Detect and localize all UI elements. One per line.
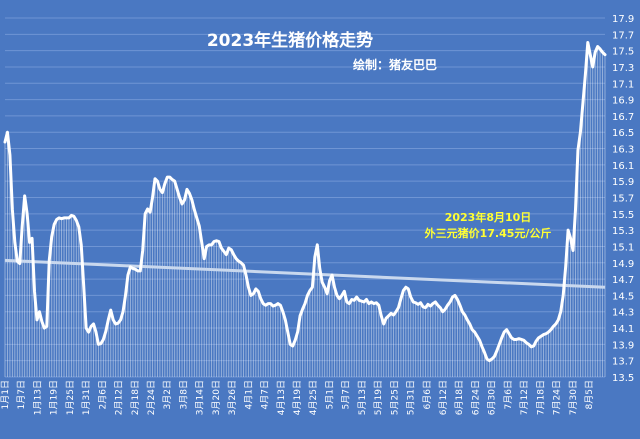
chart-subtitle: 绘制：猪友巴巴 — [353, 57, 437, 72]
chart-title: 2023年生猪价格走势 — [207, 30, 373, 51]
x-tick-label: 1月13日 — [32, 380, 43, 415]
x-tick-label: 7月6日 — [503, 380, 514, 409]
y-tick-label: 14.1 — [612, 324, 634, 335]
x-tick-label: 1月25日 — [65, 380, 76, 415]
x-tick-label: 4月7日 — [260, 380, 271, 409]
y-tick-label: 14.5 — [612, 291, 634, 302]
x-tick-label: 6月6日 — [422, 380, 433, 409]
y-tick-label: 17.1 — [612, 79, 634, 90]
x-tick-label: 7月18日 — [535, 380, 546, 415]
x-tick-label: 2月18日 — [130, 380, 141, 415]
price-line-group — [3, 40, 607, 363]
x-tick-label: 1月31日 — [81, 380, 92, 415]
x-tick-label: 4月13日 — [276, 380, 287, 415]
y-tick-label: 14.9 — [612, 259, 634, 270]
x-tick-label: 1月1日 — [0, 380, 11, 409]
x-tick-label: 3月8日 — [178, 380, 189, 409]
x-axis-ticks: 1月1日 1月7日 1月13日 1月19日 1月25日 1月31日 2月6日 2月12日 2月1… — [0, 380, 595, 415]
x-tick-label: 2月24日 — [146, 380, 157, 415]
y-tick-label: 13.5 — [612, 373, 634, 384]
x-tick-label: 6月24日 — [470, 380, 481, 415]
x-tick-label: 5月7日 — [341, 380, 352, 409]
y-tick-label: 17.7 — [612, 30, 634, 41]
y-tick-label: 16.7 — [612, 112, 634, 123]
y-tick-label: 16.1 — [612, 161, 634, 172]
x-tick-label: 4月19日 — [292, 380, 303, 415]
x-tick-label: 1月7日 — [16, 380, 27, 409]
x-tick-label: 6月18日 — [454, 380, 465, 415]
y-tick-label: 16.3 — [612, 145, 634, 156]
x-tick-label: 5月31日 — [406, 380, 417, 415]
x-tick-label: 1月19日 — [49, 380, 60, 415]
y-tick-label: 14.3 — [612, 308, 634, 319]
x-tick-label: 4月1日 — [243, 380, 254, 409]
gridlines — [5, 17, 605, 378]
x-tick-label: 8月5日 — [584, 380, 595, 409]
y-tick-label: 15.5 — [612, 210, 634, 221]
x-tick-label: 7月30日 — [568, 380, 579, 415]
y-tick-label: 16.9 — [612, 96, 634, 107]
y-tick-label: 15.7 — [612, 194, 634, 205]
x-tick-label: 5月19日 — [373, 380, 384, 415]
x-tick-label: 7月24日 — [552, 380, 563, 415]
annotation-date: 2023年8月10日 — [445, 210, 532, 224]
y-tick-label: 14.7 — [612, 275, 634, 286]
y-tick-label: 13.9 — [612, 340, 634, 351]
y-tick-label: 17.9 — [612, 14, 634, 25]
price-line — [3, 40, 607, 363]
y-tick-label: 15.3 — [612, 226, 634, 237]
x-tick-label: 6月12日 — [438, 380, 449, 415]
trend-line-group — [4, 258, 606, 289]
x-tick-label: 5月25日 — [389, 380, 400, 415]
y-tick-label: 16.5 — [612, 128, 634, 139]
x-tick-label: 4月25日 — [308, 380, 319, 415]
x-tick-label: 5月1日 — [324, 380, 335, 409]
y-axis-ticks: 13.5 13.7 13.9 14.1 14.3 14.5 14.7 14.9 15.1 15.3… — [612, 14, 634, 384]
y-tick-label: 13.7 — [612, 357, 634, 368]
y-tick-label: 15.9 — [612, 177, 634, 188]
x-tick-label: 3月14日 — [195, 380, 206, 415]
y-tick-label: 15.1 — [612, 242, 634, 253]
y-tick-label: 17.5 — [612, 47, 634, 58]
x-tick-label: 3月20日 — [211, 380, 222, 415]
x-tick-label: 2月6日 — [97, 380, 108, 409]
x-tick-label: 3月2日 — [162, 380, 173, 409]
area-fill — [4, 42, 606, 377]
trend-line — [4, 258, 606, 289]
x-tick-label: 6月30日 — [487, 380, 498, 415]
x-tick-label: 3月26日 — [227, 380, 238, 415]
x-tick-label: 5月13日 — [357, 380, 368, 415]
x-tick-label: 2月12日 — [114, 380, 125, 415]
annotation-price: 外三元猪价17.45元/公斤 — [424, 226, 552, 240]
x-tick-label: 7月12日 — [519, 380, 530, 415]
y-tick-label: 17.3 — [612, 63, 634, 74]
